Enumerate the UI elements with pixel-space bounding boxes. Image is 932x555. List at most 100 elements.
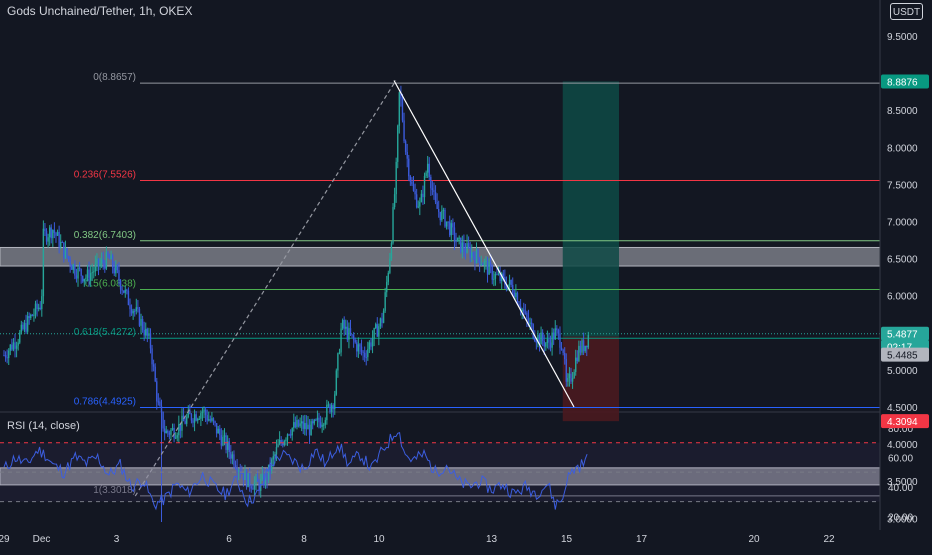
candle-body bbox=[545, 342, 547, 347]
candle-body bbox=[409, 176, 412, 182]
candle-body bbox=[242, 473, 245, 481]
time-axis-tick: Dec bbox=[33, 534, 51, 545]
candle-body bbox=[291, 428, 293, 436]
candle-body bbox=[576, 357, 578, 361]
candle-body bbox=[121, 289, 123, 291]
candle-body bbox=[111, 255, 114, 268]
candle-body bbox=[99, 263, 101, 267]
candle-body bbox=[167, 430, 169, 433]
candle-body bbox=[518, 303, 520, 307]
candle-body bbox=[513, 292, 515, 297]
candle-body bbox=[433, 190, 435, 192]
candle-body bbox=[537, 334, 539, 343]
candle-body bbox=[300, 421, 303, 424]
candle-body bbox=[192, 420, 194, 423]
candle-body bbox=[286, 434, 289, 440]
price-axis-tick: 6.5000 bbox=[887, 255, 918, 266]
solid-trendline[interactable] bbox=[393, 80, 575, 408]
candle-body bbox=[475, 249, 478, 264]
candle-body bbox=[449, 221, 451, 236]
candle-body bbox=[530, 322, 533, 325]
candle-body bbox=[308, 424, 311, 436]
candle-body bbox=[39, 307, 41, 310]
candle-body bbox=[44, 228, 46, 232]
candle-body bbox=[85, 277, 87, 279]
candle-body bbox=[422, 193, 424, 198]
dashed-trendline[interactable] bbox=[134, 80, 397, 497]
fib-level-label: 0.382(6.7403) bbox=[74, 230, 136, 241]
candle-body bbox=[19, 332, 21, 343]
candle-body bbox=[499, 273, 501, 282]
candle-body bbox=[359, 344, 361, 347]
price-axis-tick: 3.0000 bbox=[887, 514, 918, 525]
candle-body bbox=[387, 272, 389, 282]
candle-body bbox=[209, 419, 212, 421]
candle-body bbox=[236, 467, 238, 472]
candle-body bbox=[162, 411, 164, 429]
candle-body bbox=[184, 421, 186, 424]
candle-body bbox=[20, 324, 23, 333]
candle-body bbox=[515, 292, 517, 297]
candle-body bbox=[88, 269, 90, 281]
candle-body bbox=[244, 470, 246, 481]
candle-body bbox=[170, 429, 172, 435]
candle-body bbox=[467, 243, 470, 247]
candle-body bbox=[341, 319, 344, 329]
candle-body bbox=[376, 324, 378, 337]
candle-body bbox=[318, 417, 320, 423]
candle-body bbox=[570, 373, 572, 382]
candle-body bbox=[74, 264, 76, 276]
candle-body bbox=[25, 323, 27, 332]
candle-body bbox=[316, 417, 319, 421]
candle-body bbox=[397, 125, 399, 162]
candle-body bbox=[378, 326, 380, 337]
position-target-zone[interactable] bbox=[562, 81, 619, 337]
candle-body bbox=[535, 340, 538, 343]
candle-body bbox=[256, 476, 259, 482]
price-tag-entry-label: 5.4485 bbox=[887, 351, 918, 362]
candle-body bbox=[145, 328, 147, 336]
currency-button[interactable]: USDT bbox=[890, 3, 923, 20]
candle-body bbox=[313, 419, 315, 424]
time-axis-tick: 22 bbox=[823, 534, 835, 545]
candle-body bbox=[134, 310, 136, 312]
candle-body bbox=[140, 318, 142, 326]
candle-body bbox=[389, 258, 391, 273]
candle-body bbox=[72, 264, 74, 270]
candle-body bbox=[272, 456, 275, 460]
candle-body bbox=[534, 337, 536, 341]
candle-body bbox=[501, 273, 503, 282]
candle-body bbox=[453, 227, 456, 242]
candle-body bbox=[584, 345, 586, 352]
candle-body bbox=[129, 305, 131, 310]
candle-body bbox=[477, 249, 479, 258]
candle-body bbox=[540, 332, 542, 345]
candle-body bbox=[472, 252, 475, 257]
candle-body bbox=[370, 342, 372, 347]
candle-body bbox=[289, 434, 292, 436]
candle-body bbox=[434, 191, 437, 203]
candle-body bbox=[546, 339, 549, 343]
candle-body bbox=[338, 352, 341, 354]
candle-body bbox=[482, 264, 484, 266]
candle-body bbox=[200, 413, 202, 419]
candle-body bbox=[375, 324, 377, 328]
candle-body bbox=[393, 194, 396, 208]
candle-body bbox=[280, 440, 282, 443]
candle-body bbox=[163, 428, 166, 434]
candle-body bbox=[485, 261, 487, 263]
price-axis-tick: 8.0000 bbox=[887, 143, 918, 154]
price-axis-tick: 7.5000 bbox=[887, 180, 918, 191]
candle-body bbox=[247, 473, 249, 488]
candle-body bbox=[124, 289, 126, 293]
candle-body bbox=[252, 488, 254, 490]
candle-body bbox=[363, 352, 366, 358]
time-axis-tick: 20 bbox=[748, 534, 760, 545]
candle-body bbox=[96, 258, 98, 264]
price-axis-tick: 7.0000 bbox=[887, 218, 918, 229]
candle-body bbox=[551, 332, 553, 348]
candle-body bbox=[159, 401, 161, 406]
candle-body bbox=[586, 345, 588, 348]
